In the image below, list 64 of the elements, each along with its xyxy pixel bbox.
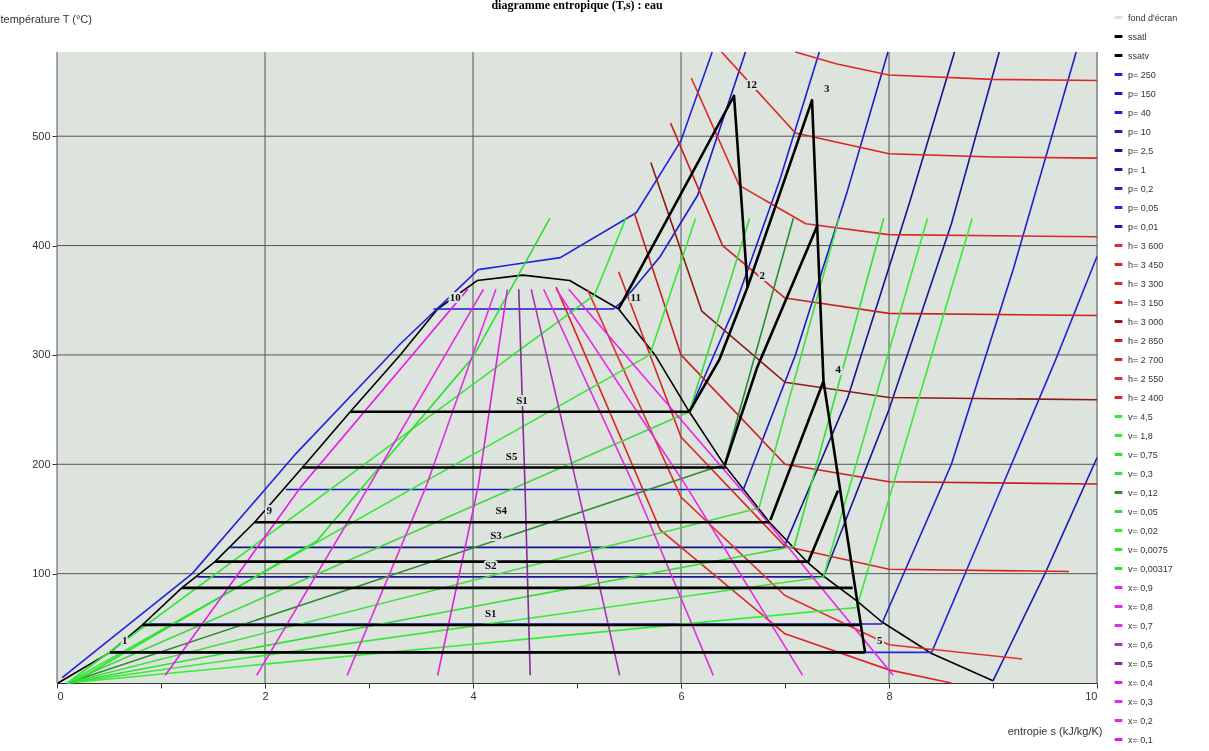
legend-label: h= 2 700 [1128,354,1164,365]
y-axis-title: température T (°C) [0,12,92,25]
annotation: 5 [877,634,884,647]
legend-label: v= 4,5 [1128,411,1153,422]
annotation: S1 [485,607,497,620]
chart-title: diagramme entropique (T,s) : eau [491,0,663,12]
legend-label: fond d'écran [1128,12,1178,23]
annotation: S3 [490,529,503,542]
legend-label: v= 0,75 [1128,449,1158,460]
legend-label: h= 3 000 [1128,316,1164,327]
legend-label: x= 0,7 [1128,620,1153,631]
legend-label: p= 40 [1128,107,1151,118]
legend-label: p= 250 [1128,69,1156,80]
legend-label: x= 0,8 [1128,601,1153,612]
annotation: 1 [122,634,128,647]
legend-label: x= 0,3 [1128,696,1153,707]
annotation: S4 [495,504,508,517]
legend-label: v= 0,00317 [1128,563,1173,574]
annotation: 9 [266,504,273,517]
legend-label: p= 0,05 [1128,202,1159,213]
legend-label: h= 2 400 [1128,392,1164,403]
legend-label: x= 0,5 [1128,658,1153,669]
legend-label: p= 0,2 [1128,183,1154,194]
legend-label: h= 3 300 [1128,278,1164,289]
legend-label: v= 0,3 [1128,468,1153,479]
annotation: 4 [835,363,842,376]
x-tick-label: 10 [1085,689,1098,702]
y-tick-label: 200 [32,457,51,470]
y-tick-label: 500 [32,129,51,142]
legend-label: v= 0,05 [1128,506,1158,517]
legend-label: x= 0,9 [1128,582,1153,593]
legend-label: ssatv [1128,50,1150,61]
annotation: 11 [630,290,642,303]
legend-label: h= 3 150 [1128,297,1164,308]
legend-label: p= 10 [1128,126,1151,137]
legend-label: v= 0,0075 [1128,544,1168,555]
annotation: 2 [759,269,766,282]
legend-label: p= 1 [1128,164,1146,175]
legend-label: v= 0,02 [1128,525,1158,536]
legend-label: v= 1,8 [1128,430,1153,441]
x-tick-label: 6 [678,689,685,702]
y-tick-label: 400 [32,239,51,252]
y-tick-label: 300 [32,348,51,361]
legend-label: h= 3 450 [1128,259,1164,270]
legend-label: p= 0,01 [1128,221,1159,232]
legend-label: p= 150 [1128,88,1156,99]
legend-label: x= 0,2 [1128,715,1153,726]
legend-label: h= 3 600 [1128,240,1164,251]
x-tick-label: 4 [470,689,477,702]
x-tick-label: 2 [262,689,269,702]
x-tick-label: 8 [886,689,893,702]
x-axis-title: entropie s (kJ/kg/K) [1007,724,1103,737]
legend-label: v= 0,12 [1128,487,1158,498]
x-tick-label: 0 [57,689,64,702]
legend-label: h= 2 550 [1128,373,1164,384]
annotation: S5 [505,449,518,462]
legend-label: ssatl [1128,31,1147,42]
legend-label: x= 0,6 [1128,639,1153,650]
y-tick-label: 100 [32,567,51,580]
legend-label: x= 0,4 [1128,677,1153,688]
legend-label: h= 2 850 [1128,335,1164,346]
legend-label: x= 0,1 [1128,734,1153,745]
legend-label: p= 2,5 [1128,145,1154,156]
annotation: 3 [824,82,831,95]
